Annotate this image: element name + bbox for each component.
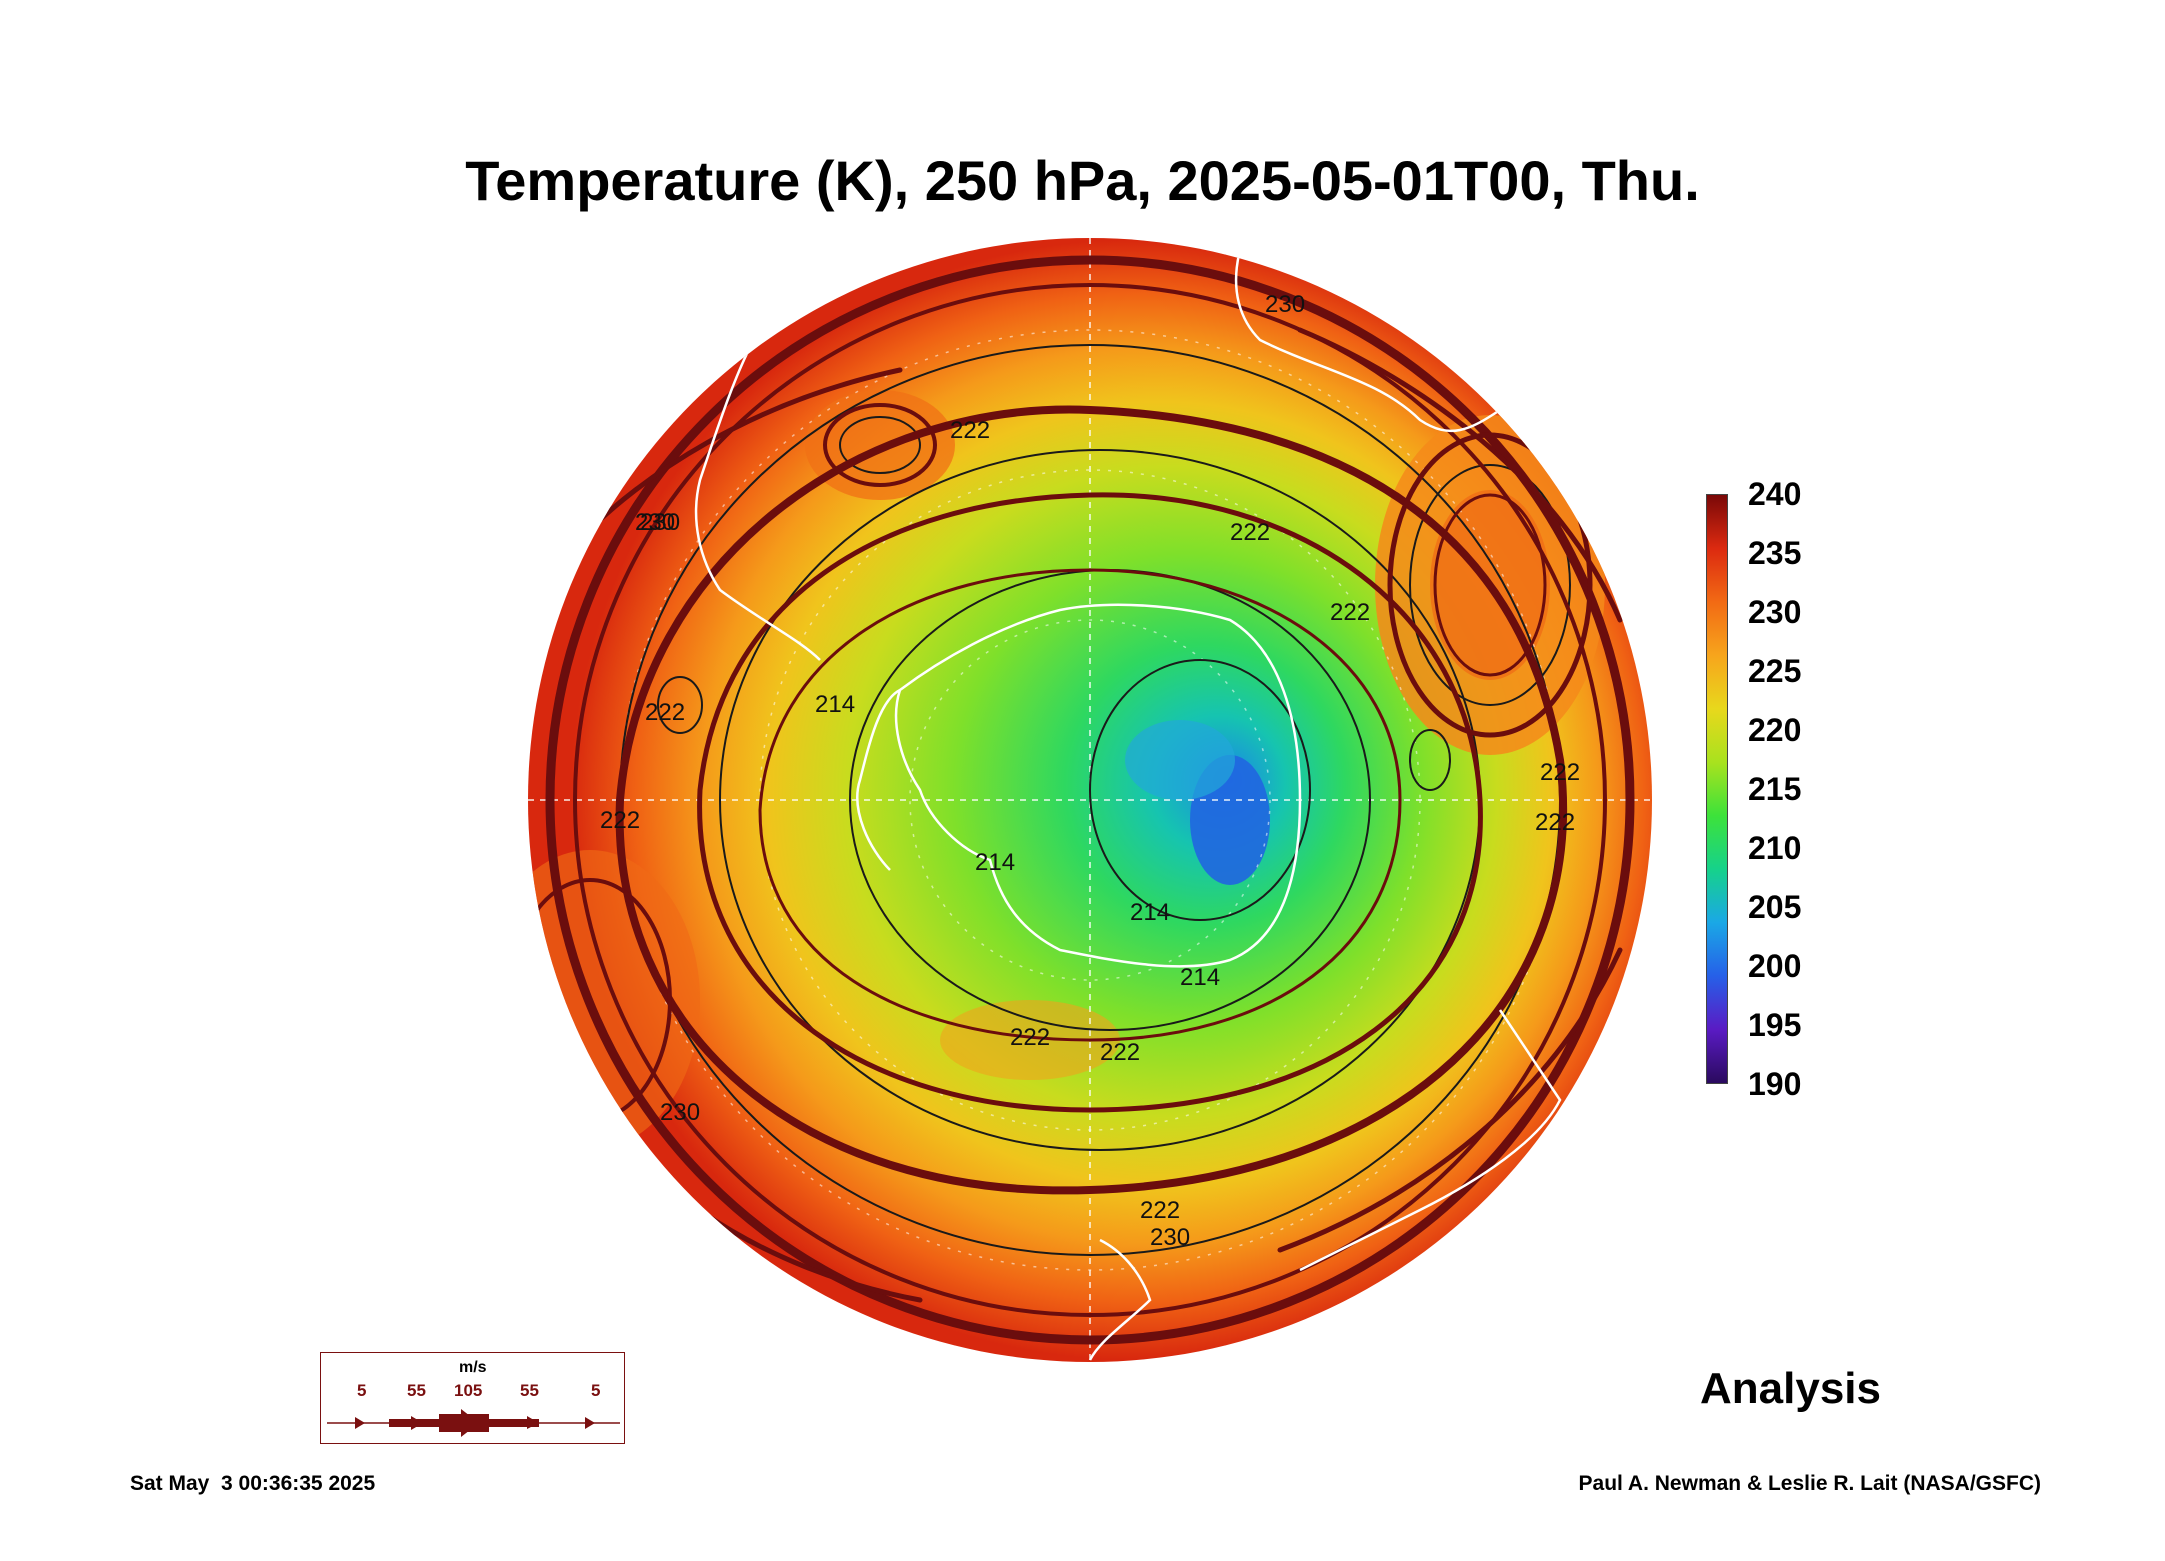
generation-timestamp: Sat May 3 00:36:35 2025 [130,1472,376,1495]
wind-speed-label: 55 [520,1381,539,1400]
contour-label: 222 [950,417,990,444]
contour-label: 222 [1230,519,1270,546]
analysis-label: Analysis [1700,1364,1881,1413]
contour-label: 214 [1180,964,1220,991]
contour-label: 222 [1540,759,1580,786]
contour-label: 230 [640,509,680,536]
contour-label: 214 [975,849,1015,876]
contour-label: 230 [1150,1224,1190,1251]
colorbar-label: 195 [1748,1007,1802,1043]
chart-title: Temperature (K), 250 hPa, 2025-05-01T00,… [465,149,1700,212]
contour-label: 230 [635,509,675,536]
wind-arrow-scale [327,1409,620,1437]
colorbar-label: 230 [1748,594,1802,630]
contour-label: 222 [1535,809,1575,836]
contour-label: 222 [1140,1197,1180,1224]
colorbar [1706,494,1728,1084]
contour-label: 230 [1265,291,1305,318]
coastlines [694,249,1562,1361]
contour-label: 214 [815,691,855,718]
contour-label: 222 [1010,1024,1050,1051]
contour-label: 230 [660,1099,700,1126]
contour-label: 222 [1100,1039,1140,1066]
colorbar-label: 225 [1748,653,1802,689]
wind-speed-label: 5 [591,1381,601,1400]
wind-speed-label: 105 [454,1381,483,1400]
contour-label: 222 [645,699,685,726]
contour-label: 222 [600,807,640,834]
wind-speed-legend: m/s 5 55 105 55 5 [320,1352,625,1444]
colorbar-label: 200 [1748,948,1802,984]
contour-label: 214 [1130,899,1170,926]
contour-label: 222 [1330,599,1370,626]
colorbar-label: 215 [1748,771,1802,807]
colorbar-label: 205 [1748,889,1802,925]
colorbar-label: 235 [1748,535,1802,571]
colorbar-label: 210 [1748,830,1802,866]
contour-value-labels: 230 222 222 230 222 222 214 214 214 222 … [600,291,1580,1251]
wind-unit-label: m/s [459,1359,487,1376]
wind-speed-label: 5 [357,1381,367,1400]
colorbar-label: 190 [1748,1066,1802,1102]
credit-line: Paul A. Newman & Leslie R. Lait (NASA/GS… [1578,1472,2041,1495]
wind-speed-label: 55 [407,1381,426,1400]
colorbar-label: 240 [1748,476,1802,512]
colorbar-label: 220 [1748,712,1802,748]
